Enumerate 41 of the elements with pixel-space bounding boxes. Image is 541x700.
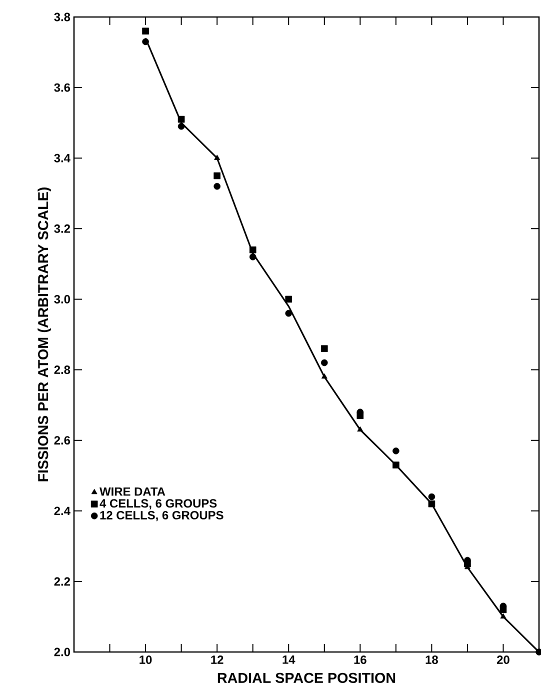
point: [320, 359, 328, 366]
y-tick-label: 3.4: [54, 154, 70, 162]
x-tick-label: 12: [211, 656, 224, 664]
y-tick-label: 2.4: [54, 506, 70, 516]
point: [500, 613, 506, 619]
point: [285, 296, 292, 303]
point: [392, 462, 400, 468]
point: [320, 345, 328, 352]
point: [357, 426, 364, 432]
legend-label: WIRE DATA: [100, 487, 166, 496]
point: [214, 182, 220, 190]
y-tick-label: 3.8: [54, 12, 70, 22]
x-tick-label: 20: [497, 656, 510, 664]
x-tick-label: 18: [426, 656, 438, 664]
point: [178, 116, 185, 123]
y-tick-label: 3.0: [54, 294, 70, 304]
y-tick-label: 3.6: [54, 83, 70, 92]
x-tick-label: 10: [140, 656, 152, 664]
point: [214, 154, 220, 160]
y-tick-label: 2.2: [54, 577, 70, 586]
x-axis-title: RADIAL SPACE POSITION: [218, 672, 396, 683]
y-tick-label: 3.2: [54, 224, 70, 233]
point: [321, 373, 328, 379]
point: [249, 253, 256, 260]
point: [285, 310, 292, 317]
point: [392, 448, 400, 454]
point: [428, 500, 436, 508]
y-tick-label: 2.6: [54, 436, 70, 445]
point: [249, 246, 256, 254]
x-tick-label: 14: [282, 656, 296, 664]
point: [214, 172, 220, 180]
y-tick-label: 2.0: [54, 648, 70, 656]
x-tick-label: 16: [354, 656, 366, 664]
y-tick-label: 2.8: [54, 366, 70, 374]
point: [142, 38, 149, 46]
point: [142, 28, 149, 35]
point: [178, 122, 185, 130]
point: [428, 493, 436, 500]
legend-label: 4 CELLS, 6 GROUPS: [100, 499, 217, 510]
legend-label: 12 CELLS, 6 GROUPS: [100, 510, 224, 522]
y-axis-title: FISSIONS PER ATOM (ARBITRARY SCALE): [38, 188, 52, 482]
